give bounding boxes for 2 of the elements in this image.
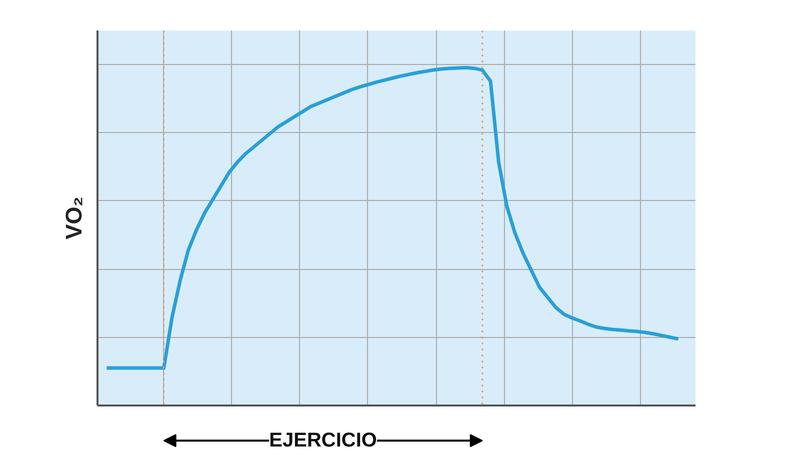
y-axis-title: VO₂ bbox=[60, 196, 86, 240]
text: EJERCICIO bbox=[269, 430, 377, 452]
